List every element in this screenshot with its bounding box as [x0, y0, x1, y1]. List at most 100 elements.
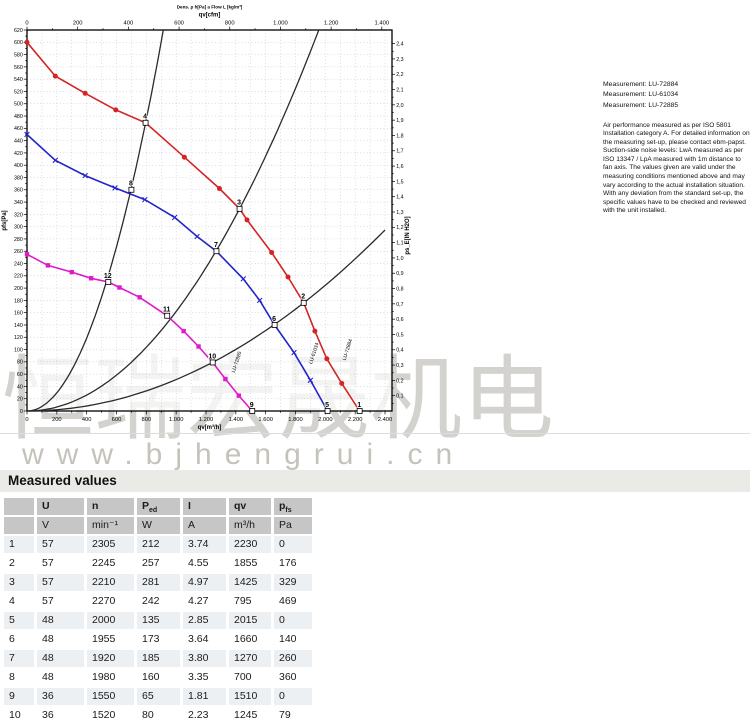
table-cell: 1510: [229, 688, 271, 705]
table-cell: 5: [4, 612, 34, 629]
table-cell: 3.35: [183, 669, 226, 686]
table-cell: 1855: [229, 555, 271, 572]
table-row: 1 57 2305 212 3.74 2230 0: [4, 536, 315, 553]
table-cell: 140: [274, 631, 312, 648]
table-cell: 9: [4, 688, 34, 705]
svg-text:140: 140: [14, 323, 23, 329]
svg-text:0: 0: [20, 409, 23, 415]
measurement-id: Measurement: LU-72885: [603, 101, 679, 109]
system-curve: [26, 29, 320, 412]
table-cell: V: [37, 517, 84, 534]
table-cell: 57: [37, 593, 84, 610]
table-cell: 2: [4, 555, 34, 572]
svg-text:1,1: 1,1: [396, 241, 403, 247]
watermark-url: www.bjhengrui.cn: [22, 438, 466, 471]
operating-point-3: 3: [236, 199, 243, 212]
svg-text:0,4: 0,4: [396, 348, 403, 354]
svg-text:1,4: 1,4: [396, 195, 403, 201]
svg-text:180: 180: [14, 298, 23, 304]
table-row: 3 57 2210 281 4.97 1425 329: [4, 574, 315, 591]
table-cell: 4.55: [183, 555, 226, 572]
svg-text:800: 800: [225, 21, 235, 27]
svg-text:2.200: 2.200: [348, 417, 363, 423]
svg-text:1,9: 1,9: [396, 118, 403, 124]
table-cell: 1520: [87, 707, 134, 719]
svg-text:40: 40: [17, 384, 23, 390]
operating-point-5: 5: [324, 401, 331, 414]
svg-text:420: 420: [14, 151, 23, 157]
table-cell: 173: [137, 631, 180, 648]
table-cell: 212: [137, 536, 180, 553]
table-row: 7 48 1920 185 3.80 1270 260: [4, 650, 315, 667]
svg-text:1,2: 1,2: [396, 225, 403, 231]
table-cell: 48: [37, 631, 84, 648]
svg-text:6: 6: [272, 316, 276, 323]
table-cell: 2.85: [183, 612, 226, 629]
table-cell: min⁻¹: [87, 517, 134, 534]
svg-text:620: 620: [14, 28, 23, 34]
svg-text:0,7: 0,7: [396, 302, 403, 308]
svg-text:2: 2: [301, 294, 305, 301]
operating-point-12: 12: [103, 272, 113, 285]
right-axis-label: ps_E[IN H2O]: [405, 216, 411, 254]
svg-text:1,7: 1,7: [396, 149, 403, 155]
section-divider: [0, 433, 750, 434]
svg-text:2,4: 2,4: [396, 42, 403, 48]
table-cell: 2210: [87, 574, 134, 591]
table-cell: 4.27: [183, 593, 226, 610]
table-cell: m³/h: [229, 517, 271, 534]
svg-text:100: 100: [14, 347, 23, 353]
table-cell: W: [137, 517, 180, 534]
svg-text:540: 540: [14, 77, 23, 83]
table-row: 6 48 1955 173 3.64 1660 140: [4, 631, 315, 648]
svg-text:800: 800: [141, 417, 151, 423]
table-cell: 4: [4, 593, 34, 610]
svg-text:3: 3: [237, 200, 241, 207]
svg-text:2,2: 2,2: [396, 72, 403, 78]
svg-text:1.000: 1.000: [273, 21, 288, 27]
table-cell: 260: [274, 650, 312, 667]
table-cell: 57: [37, 536, 84, 553]
svg-text:220: 220: [14, 274, 23, 280]
operating-point-4: 4: [142, 113, 149, 126]
table-cell: 65: [137, 688, 180, 705]
svg-text:0: 0: [25, 417, 28, 423]
table-cell: 3.74: [183, 536, 226, 553]
table-cell: 795: [229, 593, 271, 610]
table-cell: I: [183, 498, 226, 515]
svg-text:2.000: 2.000: [318, 417, 333, 423]
measurement-disclaimer: Air performance measured as per ISO 5801…: [603, 121, 750, 215]
table-cell: 176: [274, 555, 312, 572]
svg-text:600: 600: [14, 40, 23, 46]
svg-text:340: 340: [14, 200, 23, 206]
table-cell: 57: [37, 574, 84, 591]
table-cell: [4, 498, 34, 515]
svg-text:360: 360: [14, 188, 23, 194]
svg-text:2,1: 2,1: [396, 87, 403, 93]
table-cell: 0: [274, 536, 312, 553]
svg-text:11: 11: [163, 307, 171, 314]
svg-text:480: 480: [14, 114, 23, 120]
svg-text:1,8: 1,8: [396, 133, 403, 139]
svg-text:500: 500: [14, 102, 23, 108]
svg-text:12: 12: [104, 273, 112, 280]
grid: [27, 30, 392, 411]
operating-point-10: 10: [208, 352, 217, 366]
svg-text:260: 260: [14, 249, 23, 255]
svg-text:240: 240: [14, 261, 23, 267]
svg-text:0,6: 0,6: [396, 317, 403, 323]
table-cell: 1955: [87, 631, 134, 648]
operating-point-9: 9: [249, 401, 256, 414]
table-cell: 8: [4, 669, 34, 686]
table-cell: Pa: [274, 517, 312, 534]
svg-text:8: 8: [129, 181, 133, 188]
table-cell: 7: [4, 650, 34, 667]
axis-ticks: [23, 26, 395, 415]
measured-values-title: Measured values: [8, 473, 117, 488]
svg-text:200: 200: [73, 21, 83, 27]
table-cell: 2015: [229, 612, 271, 629]
svg-text:0: 0: [25, 21, 28, 27]
chart-title: Dens. ρ h[Pa] a Flow L [kg/m³]: [177, 5, 243, 10]
